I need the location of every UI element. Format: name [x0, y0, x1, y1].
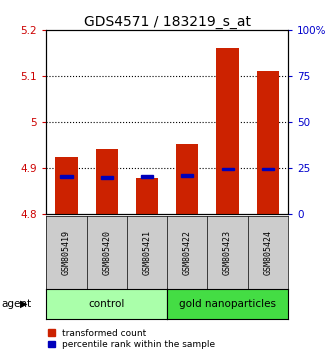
Text: GSM805422: GSM805422 — [183, 230, 192, 275]
Text: GSM805423: GSM805423 — [223, 230, 232, 275]
Text: ▶: ▶ — [20, 298, 27, 309]
Text: control: control — [89, 298, 125, 309]
Text: GSM805419: GSM805419 — [62, 230, 71, 275]
Bar — [181, 175, 193, 177]
Bar — [262, 168, 274, 170]
Bar — [136, 178, 158, 214]
Bar — [55, 157, 77, 214]
Text: gold nanoparticles: gold nanoparticles — [179, 298, 276, 309]
Bar — [141, 175, 153, 178]
Text: GSM805424: GSM805424 — [263, 230, 272, 275]
Text: GSM805420: GSM805420 — [102, 230, 111, 275]
Bar — [176, 144, 198, 214]
Text: agent: agent — [2, 298, 32, 309]
Legend: transformed count, percentile rank within the sample: transformed count, percentile rank withi… — [48, 329, 215, 349]
Title: GDS4571 / 183219_s_at: GDS4571 / 183219_s_at — [84, 15, 251, 29]
Bar — [221, 168, 234, 170]
Bar — [257, 70, 279, 214]
Bar — [216, 47, 239, 214]
Text: GSM805421: GSM805421 — [143, 230, 152, 275]
Bar — [96, 149, 118, 214]
Bar — [101, 176, 113, 178]
Bar — [61, 175, 72, 178]
